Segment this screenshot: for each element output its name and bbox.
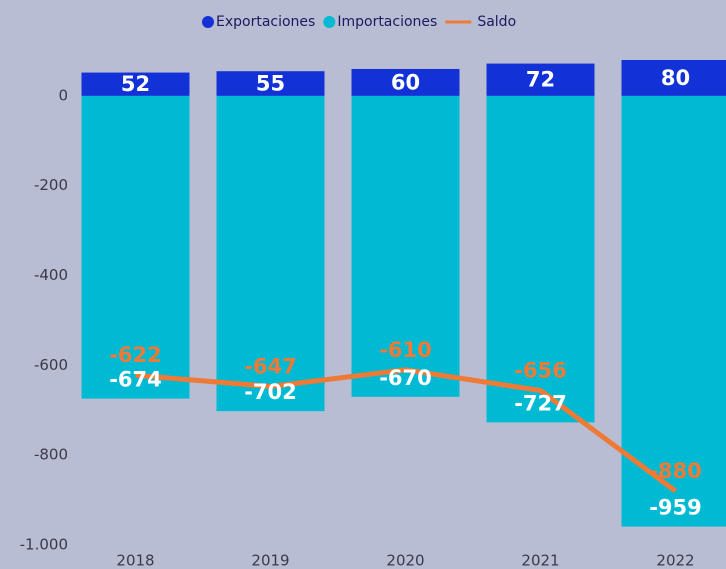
legend-label: Exportaciones [216,14,315,30]
y-tick-label: -600 [34,356,68,374]
data-label: 52 [121,72,150,96]
y-tick-label: -1.000 [20,536,68,554]
bar [81,95,190,399]
bar [621,95,726,527]
x-tick-label: 2019 [251,552,289,569]
data-label: -610 [379,338,432,362]
bar [486,95,595,423]
data-label: 60 [391,70,420,94]
bar [621,59,726,96]
data-label: -647 [244,354,297,378]
bar [351,95,460,397]
data-label: -622 [109,343,162,367]
y-tick-label: -200 [34,176,68,194]
y-tick-label: 0 [58,86,68,104]
bar [351,68,460,96]
data-label: -674 [109,368,162,392]
x-tick-label: 2018 [116,552,154,569]
legend-label: Importaciones [337,14,437,30]
data-label: 72 [526,68,555,92]
x-tick-label: 2021 [521,552,559,569]
bar [216,95,325,412]
legend-label: Saldo [477,14,516,30]
legend-swatch [323,16,336,28]
data-label: -656 [514,359,567,383]
data-label: -959 [649,496,702,520]
data-label: -880 [649,459,702,483]
y-tick-label: -800 [34,446,68,464]
data-label: 80 [661,66,690,90]
bar [81,72,190,96]
x-tick-label: 2022 [656,552,694,569]
line [135,367,677,494]
y-tick-label: -400 [34,266,68,284]
legend-swatch [202,16,214,28]
x-tick-label: 2020 [386,552,424,569]
data-label: -727 [514,391,567,415]
data-label: -670 [379,366,432,390]
bar [216,71,325,96]
data-label: 55 [256,72,285,96]
data-label: -702 [244,380,297,404]
bar [486,63,595,96]
